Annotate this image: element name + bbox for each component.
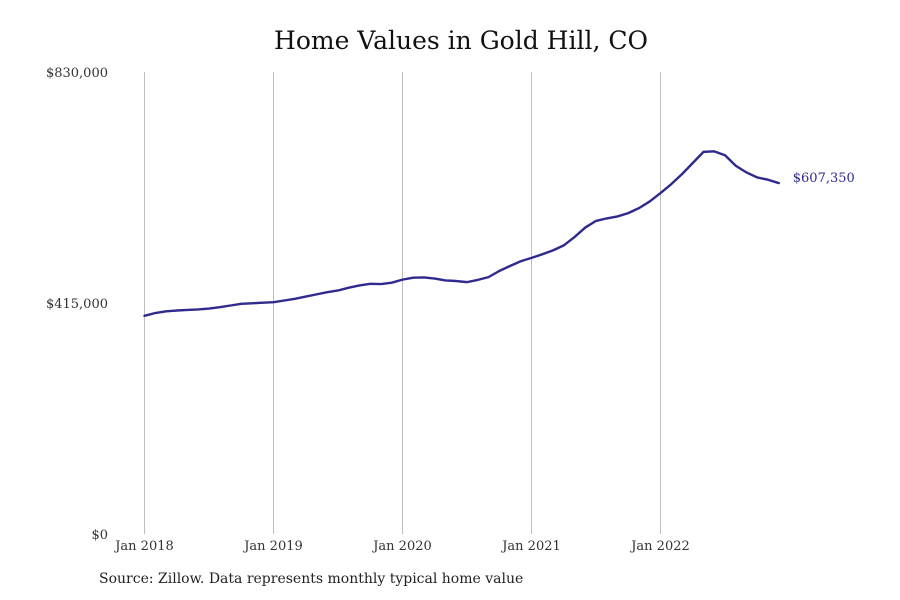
data-point — [208, 307, 210, 309]
y-tick-label: $830,000 — [46, 66, 108, 81]
home-value-line — [143, 150, 780, 317]
data-point — [444, 279, 446, 281]
x-tick-label: Jan 2019 — [242, 539, 303, 554]
data-point — [498, 270, 500, 272]
data-point — [606, 217, 608, 219]
data-point — [165, 310, 167, 312]
data-point — [756, 176, 758, 178]
data-point — [638, 207, 640, 209]
data-point — [477, 279, 479, 281]
data-point — [552, 249, 554, 251]
x-tick-label: Jan 2018 — [113, 539, 174, 554]
data-point — [262, 302, 264, 304]
data-point — [197, 308, 199, 310]
series-layer: $607,350 — [143, 150, 855, 317]
data-point — [326, 291, 328, 293]
data-point — [154, 312, 156, 314]
data-point — [681, 173, 683, 175]
data-point — [649, 200, 651, 202]
data-point — [466, 281, 468, 283]
data-point — [219, 306, 221, 308]
data-point — [692, 162, 694, 164]
data-point — [391, 281, 393, 283]
data-point — [767, 179, 769, 181]
data-point — [563, 244, 565, 246]
data-point — [713, 150, 715, 152]
data-point — [670, 183, 672, 185]
data-point — [455, 280, 457, 282]
data-point — [778, 182, 780, 184]
data-point — [616, 215, 618, 217]
grid-lines — [144, 72, 661, 534]
data-point — [283, 299, 285, 301]
data-point — [401, 278, 403, 280]
x-tick-label: Jan 2021 — [500, 539, 561, 554]
data-point — [724, 154, 726, 156]
data-point — [412, 276, 414, 278]
source-note: Source: Zillow. Data represents monthly … — [99, 571, 524, 587]
y-axis-tick-labels: $0 $415,000 $830,000 — [46, 66, 108, 543]
data-point — [702, 151, 704, 153]
data-point — [423, 276, 425, 278]
data-point — [358, 284, 360, 286]
x-tick-label: Jan 2022 — [629, 539, 690, 554]
data-point — [294, 298, 296, 300]
data-point — [541, 253, 543, 255]
end-value-label: $607,350 — [793, 171, 855, 186]
data-point — [509, 265, 511, 267]
data-point — [240, 303, 242, 305]
data-point — [176, 309, 178, 311]
y-tick-label: $0 — [91, 528, 108, 543]
data-point — [305, 295, 307, 297]
data-point — [380, 283, 382, 285]
data-point — [595, 220, 597, 222]
chart-title: Home Values in Gold Hill, CO — [274, 26, 648, 55]
data-point — [745, 171, 747, 173]
data-point — [573, 236, 575, 238]
data-point — [251, 302, 253, 304]
data-point — [186, 309, 188, 311]
data-point — [659, 192, 661, 194]
data-point — [520, 260, 522, 262]
data-point — [229, 304, 231, 306]
y-tick-label: $415,000 — [46, 297, 108, 312]
data-point — [315, 293, 317, 295]
data-point — [584, 226, 586, 228]
data-point — [487, 276, 489, 278]
data-point — [272, 301, 274, 303]
data-point — [530, 257, 532, 259]
x-tick-label: Jan 2020 — [371, 539, 432, 554]
data-point — [337, 289, 339, 291]
x-axis-tick-labels: Jan 2018 Jan 2019 Jan 2020 Jan 2021 Jan 2022 — [113, 539, 690, 554]
data-point — [143, 315, 145, 317]
line-chart: $0$415,000$830,000 Jan 2018 Jan 2019 Jan 2… — [46, 66, 855, 554]
data-point — [735, 165, 737, 167]
data-point — [627, 212, 629, 214]
data-point — [348, 286, 350, 288]
data-point — [369, 283, 371, 285]
data-point — [434, 277, 436, 279]
